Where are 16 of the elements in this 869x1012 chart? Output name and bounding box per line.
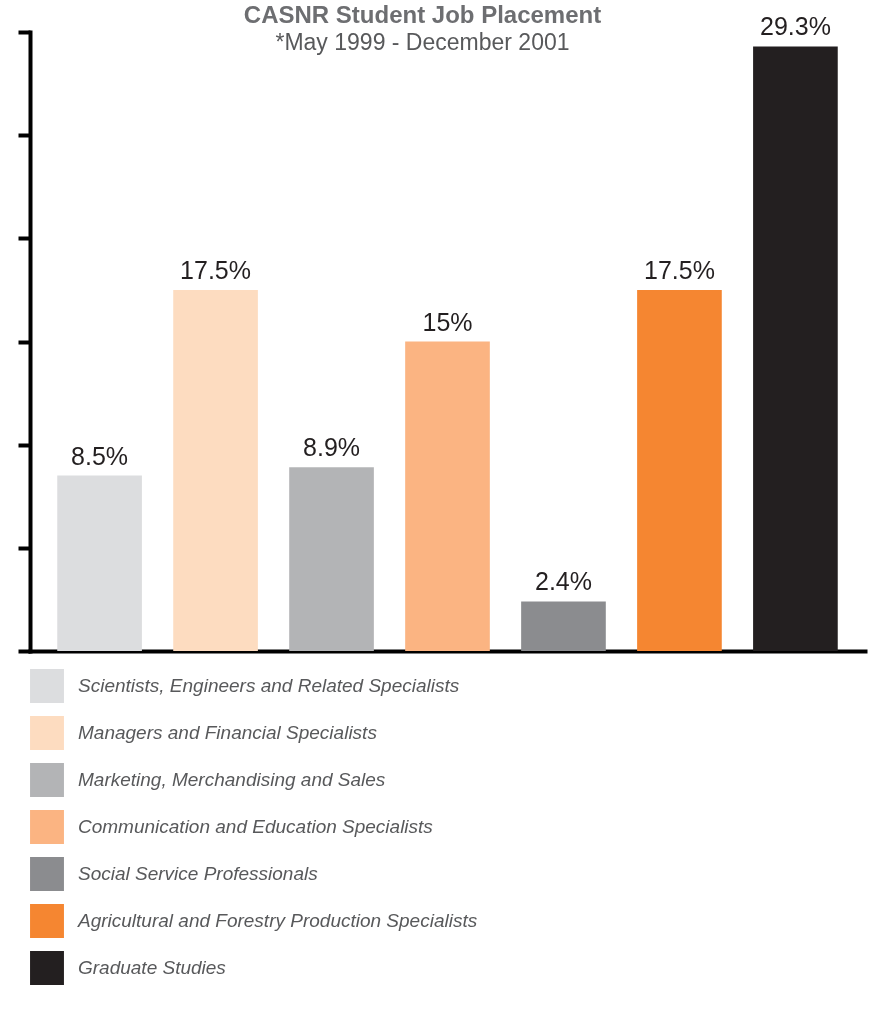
data-label: 15%: [422, 307, 473, 336]
legend-label: Managers and Financial Specialists: [78, 722, 378, 743]
legend-label: Social Service Professionals: [78, 863, 319, 884]
legend-label: Agricultural and Forestry Production Specialists: [77, 910, 478, 931]
legend-label: Graduate Studies: [78, 957, 227, 978]
chart-subtitle: *May 1999 - December 2001: [275, 29, 570, 56]
legend-label: Communication and Education Specialists: [78, 816, 434, 837]
legend-label: Marketing, Merchandising and Sales: [78, 769, 386, 790]
data-label: 8.5%: [71, 441, 129, 470]
data-label: 17.5%: [180, 255, 251, 284]
data-label: 2.4%: [534, 567, 592, 596]
legend-label: Scientists, Engineers and Related Specialists: [78, 675, 460, 696]
data-label: 8.9%: [303, 433, 361, 462]
data-label: 29.3%: [759, 12, 831, 41]
chart-title: CASNR Student Job Placement: [243, 1, 602, 29]
data-label: 17.5%: [644, 255, 715, 284]
